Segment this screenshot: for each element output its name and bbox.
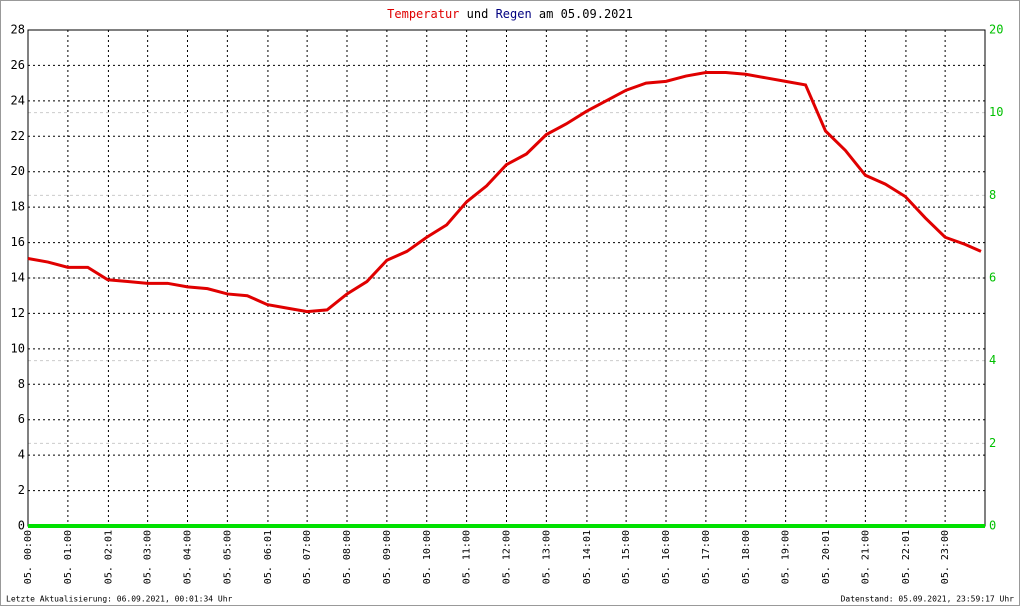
title-temp: Temperatur: [387, 7, 459, 21]
y-tick-label: 12: [11, 306, 25, 320]
y-tick-label: 2: [18, 483, 25, 497]
x-tick-label: 05. 03:00: [143, 530, 154, 584]
x-tick-label: 05. 15:00: [621, 530, 632, 584]
x-tick-label: 05. 06:01: [263, 530, 274, 584]
x-tick-label: 05. 16:00: [661, 530, 672, 584]
x-tick-label: 05. 05:00: [222, 530, 233, 584]
x-tick-label: 05. 01:00: [63, 530, 74, 584]
y2-tick-label: 0: [989, 519, 996, 533]
y-tick-label: 22: [11, 129, 25, 143]
x-tick-label: 05. 11:00: [462, 530, 473, 584]
x-tick-label: 05. 13:00: [541, 530, 552, 584]
y2-tick-label: 6: [989, 271, 996, 285]
y-tick-label: 20: [11, 164, 25, 178]
y-tick-label: 28: [11, 23, 25, 37]
x-tick-label: 05. 22:01: [901, 530, 912, 584]
y-tick-label: 8: [18, 377, 25, 391]
x-tick-label: 05. 17:00: [701, 530, 712, 584]
y2-tick-label: 20: [989, 23, 1003, 37]
y2-tick-label: 2: [989, 436, 996, 450]
y-tick-label: 18: [11, 200, 25, 214]
x-tick-label: 05. 23:00: [940, 530, 951, 584]
x-tick-label: 05. 02:01: [103, 530, 114, 584]
x-tick-label: 05. 20:01: [821, 530, 832, 584]
y-tick-label: 6: [18, 412, 25, 426]
x-tick-label: 05. 07:00: [302, 530, 313, 584]
y-tick-label: 4: [18, 448, 25, 462]
y2-tick-label: 8: [989, 188, 996, 202]
title-suffix: am 05.09.2021: [539, 7, 633, 21]
footer-right: Datenstand: 05.09.2021, 23:59:17 Uhr: [841, 595, 1015, 604]
y-tick-label: 26: [11, 58, 25, 72]
x-tick-label: 05. 10:00: [422, 530, 433, 584]
title-connector: und: [467, 7, 489, 21]
x-tick-label: 05. 00:00: [23, 530, 34, 584]
y-tick-label: 16: [11, 235, 25, 249]
x-tick-label: 05. 21:00: [860, 530, 871, 584]
x-tick-label: 05. 18:00: [741, 530, 752, 584]
y2-tick-label: 10: [989, 105, 1003, 119]
x-tick-label: 05. 09:00: [382, 530, 393, 584]
title-rain: Regen: [496, 7, 532, 21]
x-tick-label: 05. 08:00: [342, 530, 353, 584]
y-tick-label: 10: [11, 341, 25, 355]
series-line: [27, 71, 982, 314]
x-tick-label: 05. 04:00: [183, 530, 194, 584]
footer-left: Letzte Aktualisierung: 06.09.2021, 00:01…: [6, 595, 233, 604]
y2-tick-label: 4: [989, 353, 996, 367]
y-tick-label: 0: [18, 519, 25, 533]
chart-title: Temperatur und Regen am 05.09.2021: [387, 7, 633, 21]
x-tick-label: 05. 14:01: [582, 530, 593, 584]
y-tick-label: 14: [11, 271, 25, 285]
x-tick-label: 05. 12:00: [502, 530, 513, 584]
x-tick-label: 05. 19:00: [781, 530, 792, 584]
y-tick-label: 24: [11, 93, 25, 107]
